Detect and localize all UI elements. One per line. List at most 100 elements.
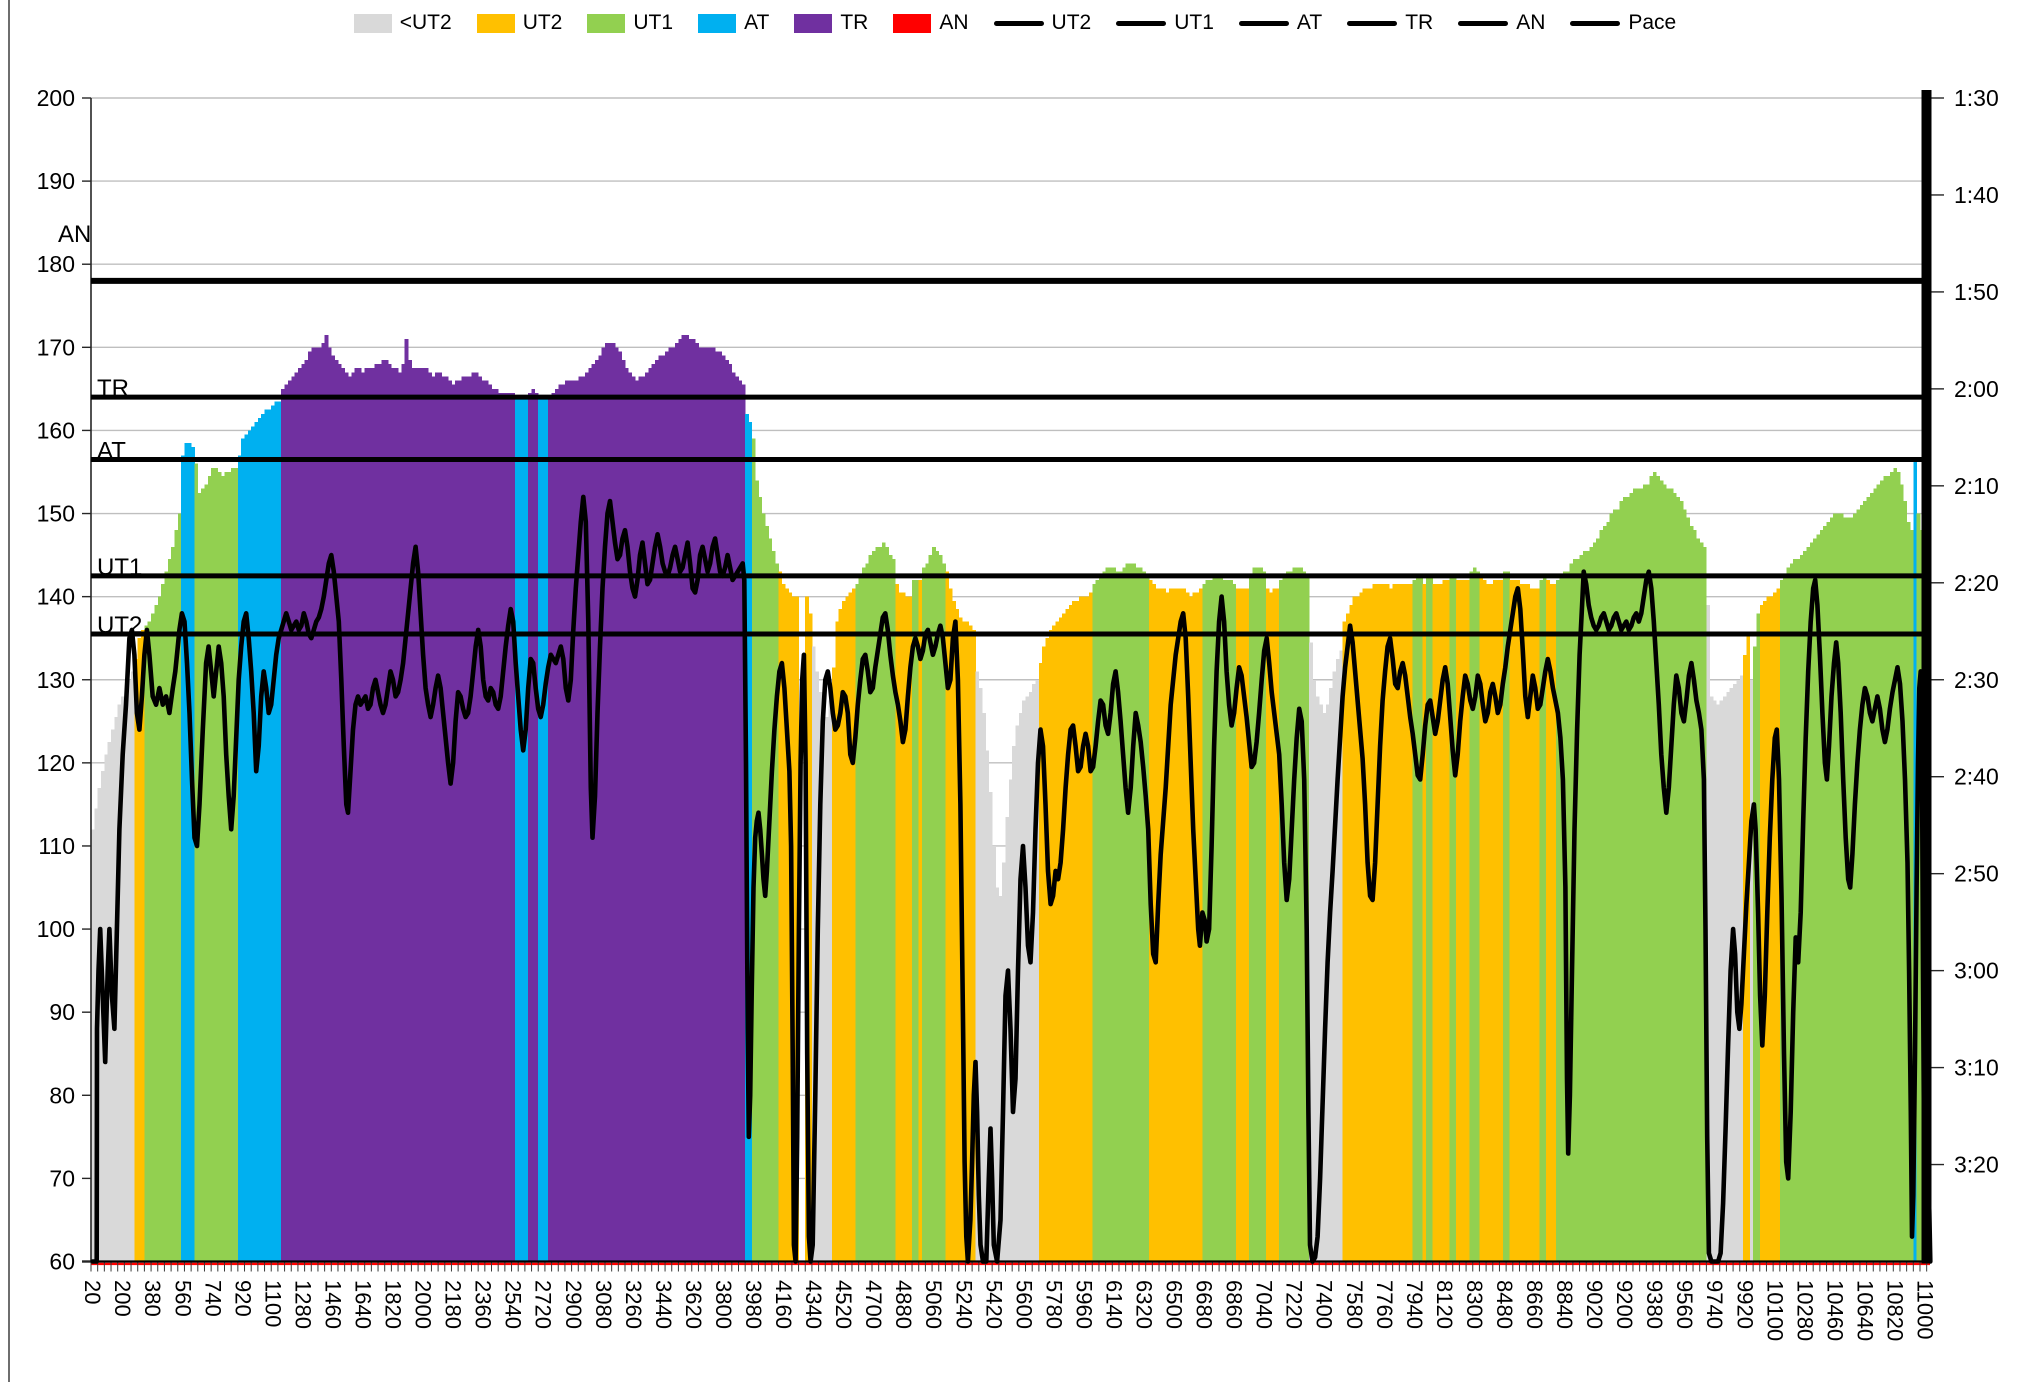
y-right-tick-label: 3:00 (1954, 958, 1999, 984)
x-tick-label: 3800 (711, 1280, 736, 1329)
y-left-tick-label: 180 (37, 251, 75, 277)
x-tick-label: 7760 (1372, 1280, 1397, 1329)
legend-label: UT1 (1174, 11, 1214, 34)
legend-item-lt-ut2: <UT2 (353, 11, 452, 35)
x-tick-label: 6320 (1132, 1280, 1157, 1329)
x-tick-label: 2900 (561, 1280, 586, 1329)
x-tick-label: 20 (80, 1280, 105, 1304)
legend-item-ut2: UT2 (476, 11, 562, 35)
x-tick-label: 10640 (1852, 1280, 1877, 1341)
x-tick-label: 6680 (1192, 1280, 1217, 1329)
legend-line-swatch-tr-icon (1347, 20, 1398, 26)
y-left-tick-label: 100 (37, 916, 75, 942)
x-tick-label: 7040 (1252, 1280, 1277, 1329)
y-left-tick-label: 130 (37, 667, 75, 693)
legend-line-swatch-ut1-icon (1116, 20, 1167, 26)
y-right-tick-label: 1:40 (1954, 182, 1999, 208)
legend-swatch-at-icon (698, 13, 737, 33)
x-axis-minor-ticks (90, 1262, 1928, 1272)
legend-line-swatch-pace-icon (1570, 20, 1621, 26)
x-tick-label: 3620 (681, 1280, 706, 1329)
y-right-tick-label: 1:30 (1954, 85, 1999, 111)
x-tick-label: 1640 (351, 1280, 376, 1329)
x-tick-label: 5780 (1041, 1280, 1066, 1329)
legend-label: AN (1516, 11, 1546, 34)
pace-line (90, 494, 1933, 1264)
x-tick-label: 3440 (651, 1280, 676, 1329)
x-axis-labels: 20 200 380 560 740 920 1100 1280 1460 1640 1820 200… (80, 1280, 1937, 1341)
y-left-tick-label: 140 (37, 584, 75, 610)
x-tick-label: 4160 (771, 1280, 796, 1329)
x-tick-label: 2000 (411, 1280, 436, 1329)
legend-label: UT1 (633, 11, 674, 34)
y-left-tick-label: 80 (49, 1082, 75, 1108)
x-tick-label: 3980 (741, 1280, 766, 1329)
y-right-tick-label: 1:50 (1954, 279, 1999, 305)
legend-label: TR (1405, 11, 1434, 34)
x-tick-label: 10100 (1762, 1280, 1787, 1341)
x-tick-label: 8660 (1522, 1280, 1547, 1329)
legend-item-at: AT (698, 11, 769, 35)
y-left-tick-label: 160 (37, 417, 75, 443)
y-left-tick-label: 200 (37, 85, 75, 111)
legend-label: AT (744, 11, 770, 34)
threshold-label-at: AT (97, 438, 126, 465)
x-tick-label: 9920 (1732, 1280, 1757, 1329)
y-right-tick-label: 3:20 (1954, 1152, 1999, 1178)
x-tick-label: 2360 (471, 1280, 496, 1329)
y-left-tick-label: 190 (37, 168, 75, 194)
legend-item-an: AN (1458, 11, 1545, 35)
x-tick-label: 2540 (501, 1280, 526, 1329)
x-tick-label: 5600 (1011, 1280, 1036, 1329)
x-tick-label: 7400 (1312, 1280, 1337, 1329)
x-tick-label: 1820 (381, 1280, 406, 1329)
x-tick-label: 5060 (921, 1280, 946, 1329)
x-tick-label: 4880 (891, 1280, 916, 1329)
x-tick-label: 3260 (621, 1280, 646, 1329)
y-axis-left-ticks: 200 190 180 170 160 150 140 130 120 110 100 90 80 70 6… (37, 85, 91, 1275)
legend-item-tr: TR (1347, 11, 1433, 35)
x-tick-label: 5420 (981, 1280, 1006, 1329)
y-axis-right-ticks: 1:30 1:40 1:50 2:00 2:10 2:20 2:30 2:40 2:50 3:00… (1930, 85, 1999, 1178)
x-tick-label: 6860 (1222, 1280, 1247, 1329)
x-tick-label: 560 (170, 1280, 195, 1317)
x-axis-red-baseline (91, 1262, 1930, 1266)
x-tick-label: 1460 (320, 1280, 345, 1329)
legend-item-an: AN (893, 11, 969, 35)
x-tick-label: 4340 (801, 1280, 826, 1329)
x-tick-label: 6500 (1162, 1280, 1187, 1329)
legend-swatch-ut2-icon (476, 13, 515, 33)
threshold-lines: AN TR AT UT1 UT2 (58, 221, 1930, 639)
y-right-tick-label: 2:00 (1954, 376, 1999, 402)
legend-item-ut1: UT1 (587, 11, 673, 35)
x-tick-label: 6140 (1101, 1280, 1126, 1329)
threshold-label-ut2: UT2 (97, 612, 142, 639)
legend-item-ut2: UT2 (993, 11, 1092, 35)
legend-label: AN (939, 11, 969, 34)
y-left-tick-label: 170 (37, 334, 75, 360)
x-tick-label: 11000 (1912, 1280, 1937, 1340)
x-tick-label: 2180 (441, 1280, 466, 1329)
y-right-tick-label: 2:50 (1954, 861, 1999, 887)
legend-item-pace: Pace (1570, 11, 1676, 35)
legend-label: Pace (1628, 11, 1677, 34)
x-tick-label: 740 (200, 1280, 225, 1317)
x-tick-label: 200 (110, 1280, 135, 1317)
window-edge-line (8, 0, 10, 1382)
x-tick-label: 3080 (591, 1280, 616, 1329)
x-tick-label: 10460 (1822, 1280, 1847, 1341)
legend-label: UT2 (1051, 11, 1092, 34)
y-left-tick-label: 150 (37, 501, 75, 527)
x-tick-label: 5240 (951, 1280, 976, 1329)
legend-item-tr: TR (794, 11, 868, 35)
y-left-tick-label: 60 (49, 1249, 75, 1275)
legend-swatch-an-icon (893, 13, 932, 33)
x-tick-label: 4520 (831, 1280, 856, 1329)
threshold-label-tr: TR (97, 375, 129, 402)
legend-label: TR (840, 11, 869, 34)
x-tick-label: 9380 (1642, 1280, 1667, 1329)
x-tick-label: 8300 (1462, 1280, 1487, 1329)
x-tick-label: 8120 (1432, 1280, 1457, 1329)
